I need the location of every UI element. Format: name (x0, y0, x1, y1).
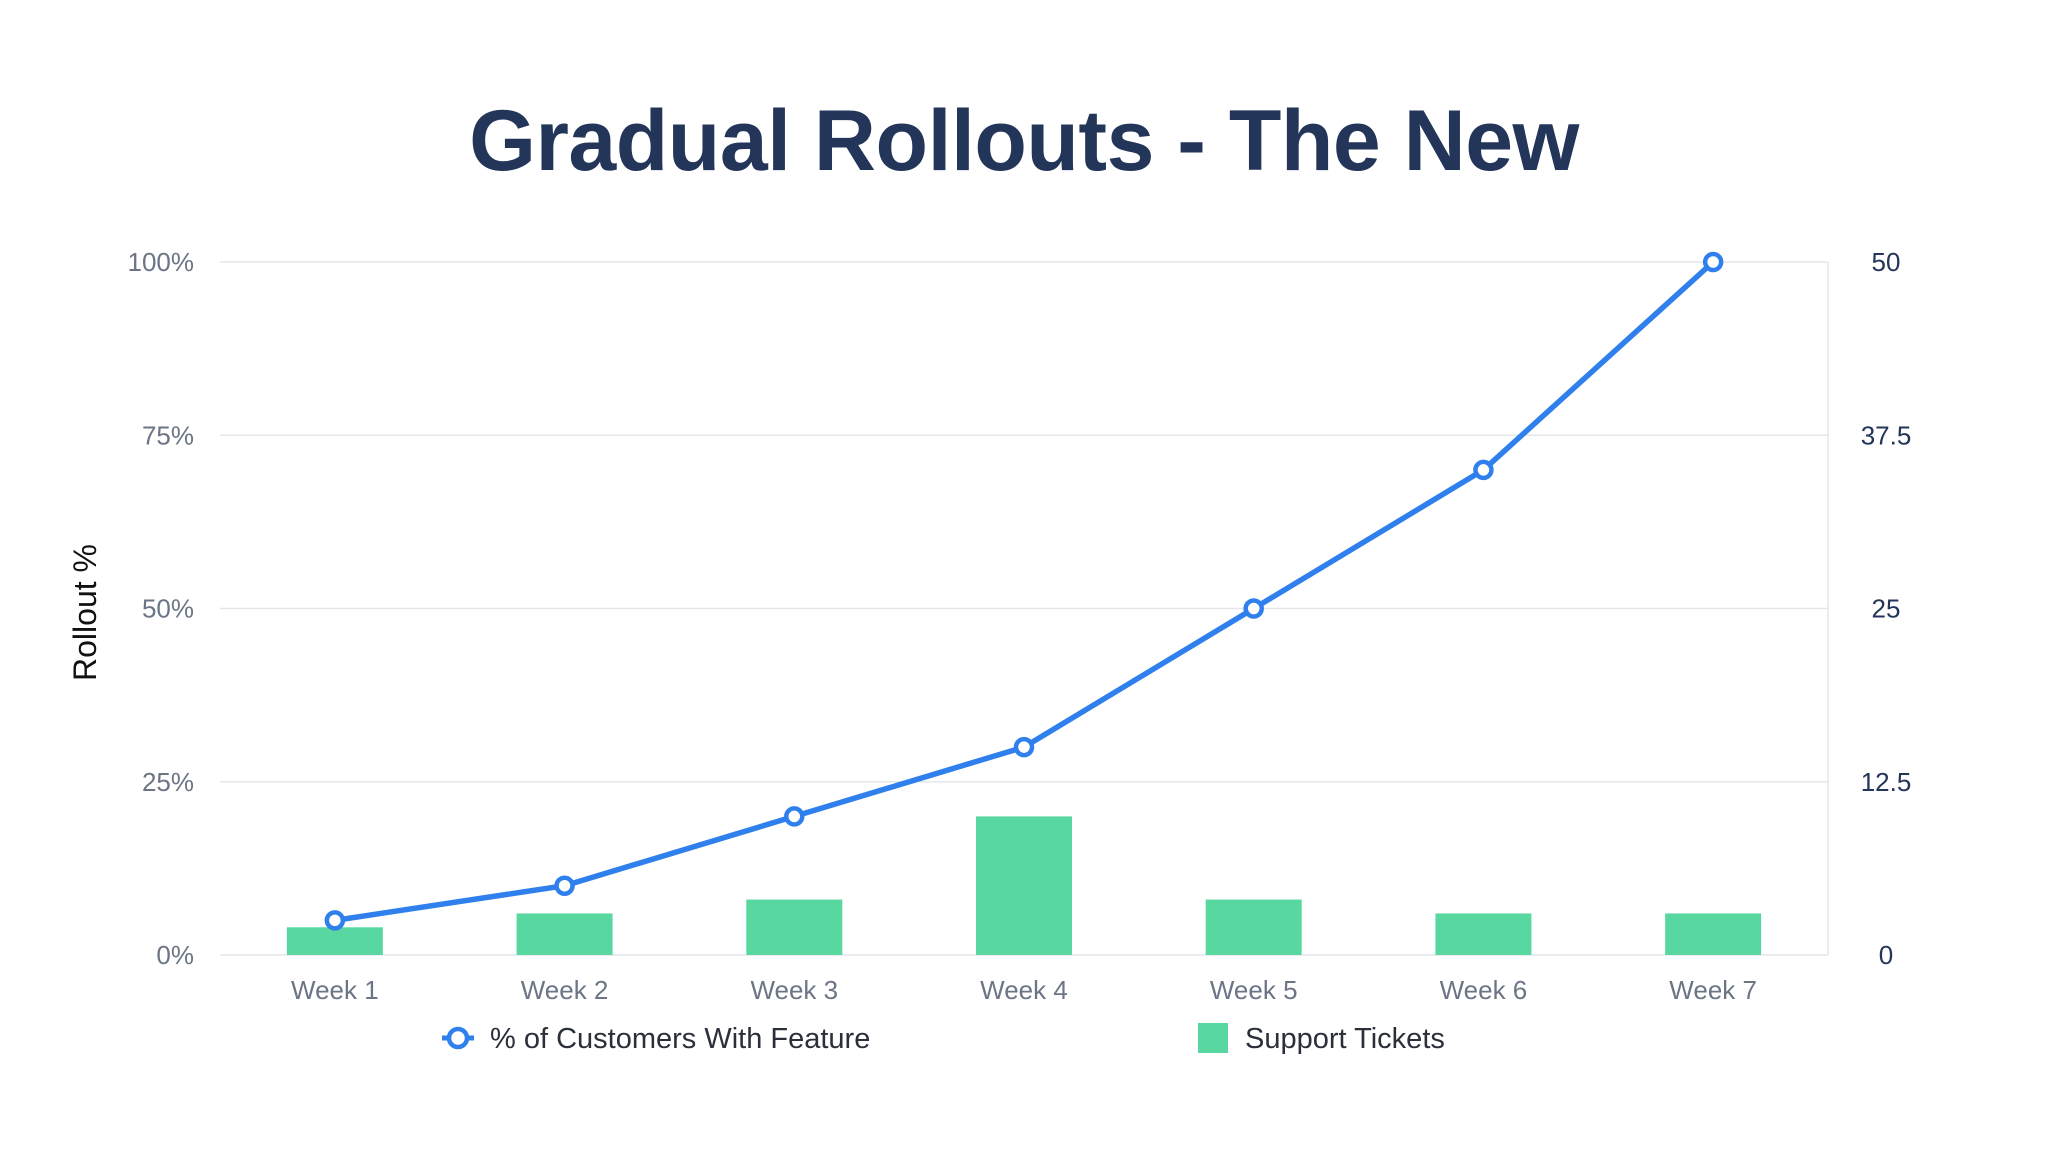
line-point (1013, 736, 1035, 758)
bar (516, 913, 613, 955)
bar (1205, 899, 1302, 955)
y-tick-right-label: 12.5 (1861, 767, 1912, 797)
line-point (1243, 598, 1264, 619)
legend: % of Customers With Feature Support Ticke… (442, 1023, 1445, 1055)
x-tick-label: Week 5 (1210, 975, 1298, 1005)
line-series (324, 251, 1724, 931)
y-axis-label: Rollout % (67, 544, 103, 681)
x-tick-label: Week 4 (980, 975, 1068, 1005)
legend-label-line: % of Customers With Feature (490, 1023, 870, 1055)
y-tick-left-label: 0% (156, 940, 194, 970)
y-tick-right-label: 25 (1872, 594, 1901, 624)
x-tick-label: Week 3 (750, 975, 838, 1005)
bar (746, 899, 843, 955)
x-tick-label: Week 7 (1669, 975, 1757, 1005)
y-tick-right-label: 50 (1872, 247, 1901, 277)
y-tick-right-label: 0 (1879, 940, 1893, 970)
line-point (324, 910, 346, 931)
y-tick-right-label: 37.5 (1861, 420, 1912, 450)
bar (976, 816, 1072, 955)
bar (286, 927, 383, 955)
chart-title: Gradual Rollouts - The New (469, 93, 1579, 189)
x-tick-label: Week 1 (291, 975, 379, 1005)
bar-series (286, 816, 1762, 955)
legend-line-marker (446, 1026, 470, 1050)
y-tick-left-label: 25% (142, 767, 194, 797)
line-point (1473, 459, 1494, 481)
legend-label-bar: Support Tickets (1245, 1023, 1445, 1055)
y-tick-left-label: 75% (142, 420, 194, 450)
y-tick-left-label: 100% (128, 247, 195, 277)
line-point (554, 875, 575, 896)
grid-lines (220, 261, 1828, 956)
line-point (784, 806, 805, 827)
legend-bar-swatch (1198, 1023, 1228, 1053)
axes: 0% 0 25% 12.5 50% 25 75% 37.5 100% 50 Rollout % Wee… (67, 247, 1911, 1005)
line-point (1702, 251, 1724, 273)
x-tick-label: Week 6 (1440, 975, 1528, 1005)
y-tick-left-label: 50% (142, 594, 194, 624)
x-tick-label: Week 2 (521, 975, 609, 1005)
bar (1665, 913, 1762, 955)
bar (1435, 913, 1532, 955)
